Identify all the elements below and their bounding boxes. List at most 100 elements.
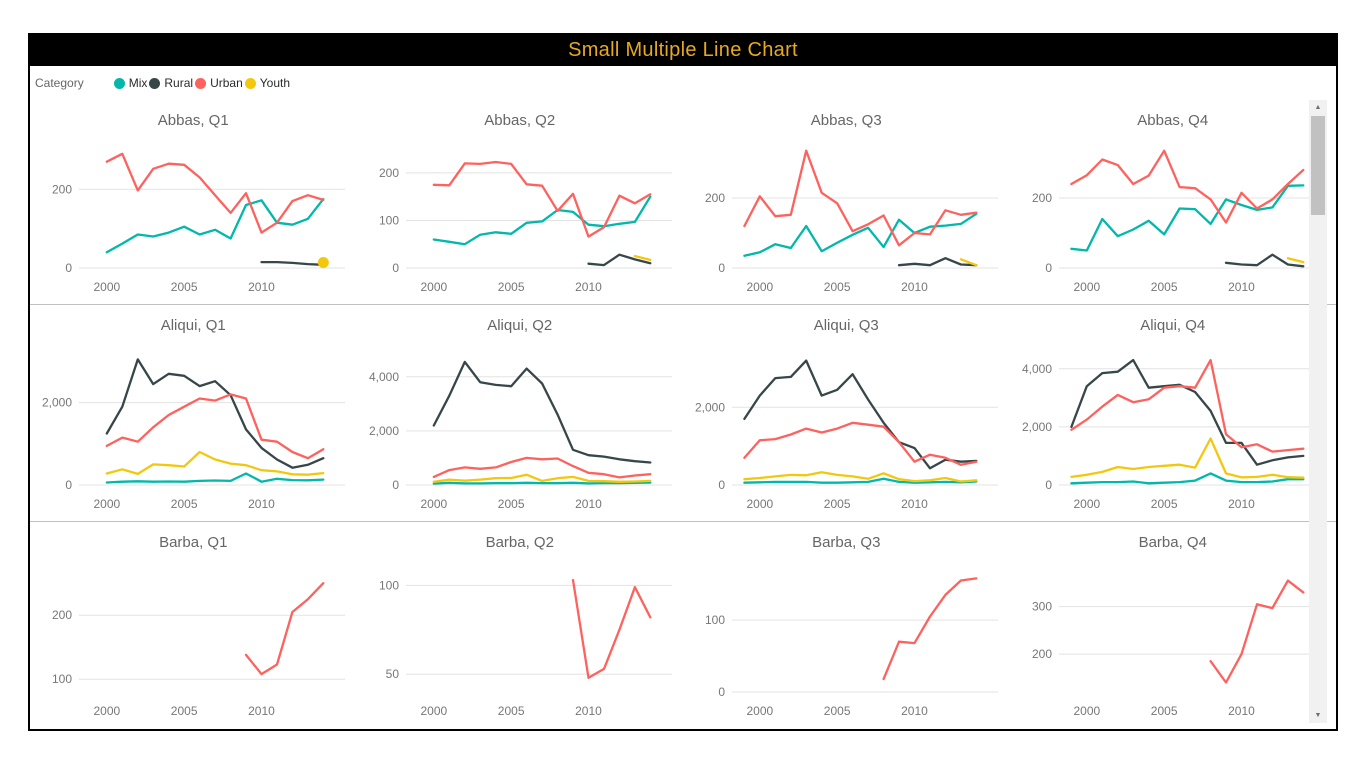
series-line-mix[interactable] (743, 477, 978, 484)
x-tick-label: 2005 (824, 497, 851, 511)
legend-title: Category (35, 76, 84, 90)
series-line-mix[interactable] (1070, 472, 1305, 485)
series-line-urban[interactable] (105, 152, 325, 234)
chart-abbas-q1[interactable]: Abbas, Q1 0 200 2000 2005 2010 (30, 100, 357, 304)
series-line-urban[interactable] (1070, 149, 1305, 224)
legend-item-youth[interactable]: Youth (244, 76, 290, 90)
x-tick-label: 2010 (901, 497, 928, 511)
chart-plot-barba-q3: 0 100 2000 2005 2010 (705, 577, 999, 718)
series-line-youth[interactable] (432, 473, 652, 483)
chart-aliqui-q2[interactable]: Aliqui, Q2 0 2,000 4,000 2000 2005 2010 (357, 305, 684, 521)
y-tick-label: 0 (719, 685, 726, 699)
series-line-mix[interactable] (105, 197, 325, 254)
legend-item-rural[interactable]: Rural (149, 76, 193, 90)
legend-dot-mix (113, 77, 125, 89)
x-tick-label: 2000 (420, 704, 447, 718)
y-tick-label: 4,000 (369, 370, 399, 384)
series-line-urban[interactable] (105, 393, 325, 460)
x-tick-label: 2010 (901, 280, 928, 294)
y-tick-label: 200 (52, 608, 72, 622)
chart-barba-q2[interactable]: Barba, Q2 50 100 2000 2005 2010 (357, 522, 684, 726)
series-line-youth[interactable] (633, 254, 652, 262)
series-line-urban[interactable] (245, 582, 325, 676)
chart-title: Abbas, Q4 (1137, 112, 1209, 129)
chart-plot-abbas-q3: 0 200 2000 2005 2010 (705, 149, 999, 294)
series-line-youth[interactable] (1070, 437, 1305, 479)
x-tick-label: 2000 (747, 704, 774, 718)
series-line-urban[interactable] (743, 421, 978, 466)
x-tick-label: 2005 (498, 497, 525, 511)
series-line-mix[interactable] (432, 481, 652, 485)
x-tick-label: 2000 (94, 280, 121, 294)
series-line-rural[interactable] (260, 260, 325, 266)
series-line-rural[interactable] (587, 253, 652, 267)
y-tick-label: 100 (52, 672, 72, 686)
y-tick-label: 4,000 (1022, 362, 1052, 376)
chart-plot-aliqui-q3: 0 2,000 2000 2005 2010 (695, 359, 999, 511)
report-canvas: Category Mix Rural Urban Youth Abbas, Q1 0 20… (30, 66, 1336, 725)
y-tick-label: 50 (385, 667, 399, 681)
series-line-mix[interactable] (105, 472, 325, 484)
series-line-rural[interactable] (105, 358, 325, 469)
y-tick-label: 200 (1032, 647, 1052, 661)
scrollbar-thumb[interactable] (1311, 116, 1325, 215)
chart-abbas-q4[interactable]: Abbas, Q4 0 200 2000 2005 2010 (1010, 100, 1337, 304)
chart-barba-q4[interactable]: Barba, Q4 200 300 2000 2005 2010 (1010, 522, 1337, 726)
chart-title: Abbas, Q3 (810, 112, 882, 129)
x-tick-label: 2005 (498, 280, 525, 294)
legend-item-mix[interactable]: Mix (113, 76, 147, 90)
chart-aliqui-q4[interactable]: Aliqui, Q4 0 2,000 4,000 2000 2005 2010 (1010, 305, 1337, 521)
chart-title: Barba, Q4 (1138, 534, 1207, 551)
series-point-youth[interactable] (318, 256, 330, 268)
chart-row-2: Aliqui, Q1 0 2,000 2000 2005 2010 Aliqui, Q2 0 2… (30, 304, 1336, 521)
y-tick-label: 2,000 (369, 424, 399, 438)
x-tick-label: 2005 (171, 497, 198, 511)
legend-item-urban[interactable]: Urban (195, 76, 243, 90)
x-tick-label: 2000 (1073, 704, 1100, 718)
chart-abbas-q3[interactable]: Abbas, Q3 0 200 2000 2005 2010 (683, 100, 1010, 304)
chart-barba-q1[interactable]: Barba, Q1 100 200 2000 2005 2010 (30, 522, 357, 726)
series-line-rural[interactable] (743, 359, 978, 470)
legend-dot-urban (195, 77, 207, 89)
x-tick-label: 2005 (824, 280, 851, 294)
x-tick-label: 2005 (498, 704, 525, 718)
series-line-rural[interactable] (432, 360, 652, 464)
chart-title: Barba, Q2 (485, 534, 554, 551)
vertical-scrollbar[interactable]: ▲ ▼ (1309, 100, 1327, 723)
scrollbar-up-button[interactable]: ▲ (1314, 104, 1322, 111)
y-tick-label: 100 (379, 213, 399, 227)
scrollbar-down-button[interactable]: ▼ (1314, 712, 1322, 719)
series-line-urban[interactable] (432, 456, 652, 479)
chart-abbas-q2[interactable]: Abbas, Q2 0 100 200 2000 2005 2010 (357, 100, 684, 304)
y-tick-label: 2,000 (1022, 420, 1052, 434)
series-line-youth[interactable] (959, 258, 978, 267)
chart-aliqui-q3[interactable]: Aliqui, Q3 0 2,000 2000 2005 2010 (683, 305, 1010, 521)
chart-plot-barba-q4: 200 300 2000 2005 2010 (1032, 579, 1325, 718)
series-line-youth[interactable] (743, 471, 978, 483)
series-line-rural[interactable] (898, 257, 978, 267)
series-line-youth[interactable] (1286, 257, 1305, 264)
series-line-urban[interactable] (882, 577, 978, 681)
series-line-mix[interactable] (1070, 184, 1305, 252)
series-line-mix[interactable] (743, 212, 978, 257)
charts-grid: Abbas, Q1 0 200 2000 2005 2010 Abbas, Q2 0 100 20… (30, 100, 1336, 725)
x-tick-label: 2010 (901, 704, 928, 718)
series-line-youth[interactable] (105, 450, 325, 476)
chart-barba-q3[interactable]: Barba, Q3 0 100 2000 2005 2010 (683, 522, 1010, 726)
series-line-mix[interactable] (432, 195, 652, 246)
series-line-urban[interactable] (432, 160, 652, 238)
chart-plot-barba-q1: 100 200 2000 2005 2010 (52, 582, 346, 718)
x-tick-label: 2000 (94, 497, 121, 511)
series-line-rural[interactable] (1070, 358, 1305, 466)
series-line-urban[interactable] (743, 149, 978, 247)
series-line-urban[interactable] (1209, 579, 1305, 684)
legend-dot-youth (244, 77, 256, 89)
chart-aliqui-q1[interactable]: Aliqui, Q1 0 2,000 2000 2005 2010 (30, 305, 357, 521)
y-tick-label: 0 (392, 261, 399, 275)
y-tick-label: 100 (705, 613, 725, 627)
chart-plot-abbas-q4: 0 200 2000 2005 2010 (1032, 149, 1325, 294)
series-line-urban[interactable] (1070, 358, 1305, 453)
series-line-rural[interactable] (1224, 253, 1305, 268)
series-line-urban[interactable] (571, 578, 652, 679)
